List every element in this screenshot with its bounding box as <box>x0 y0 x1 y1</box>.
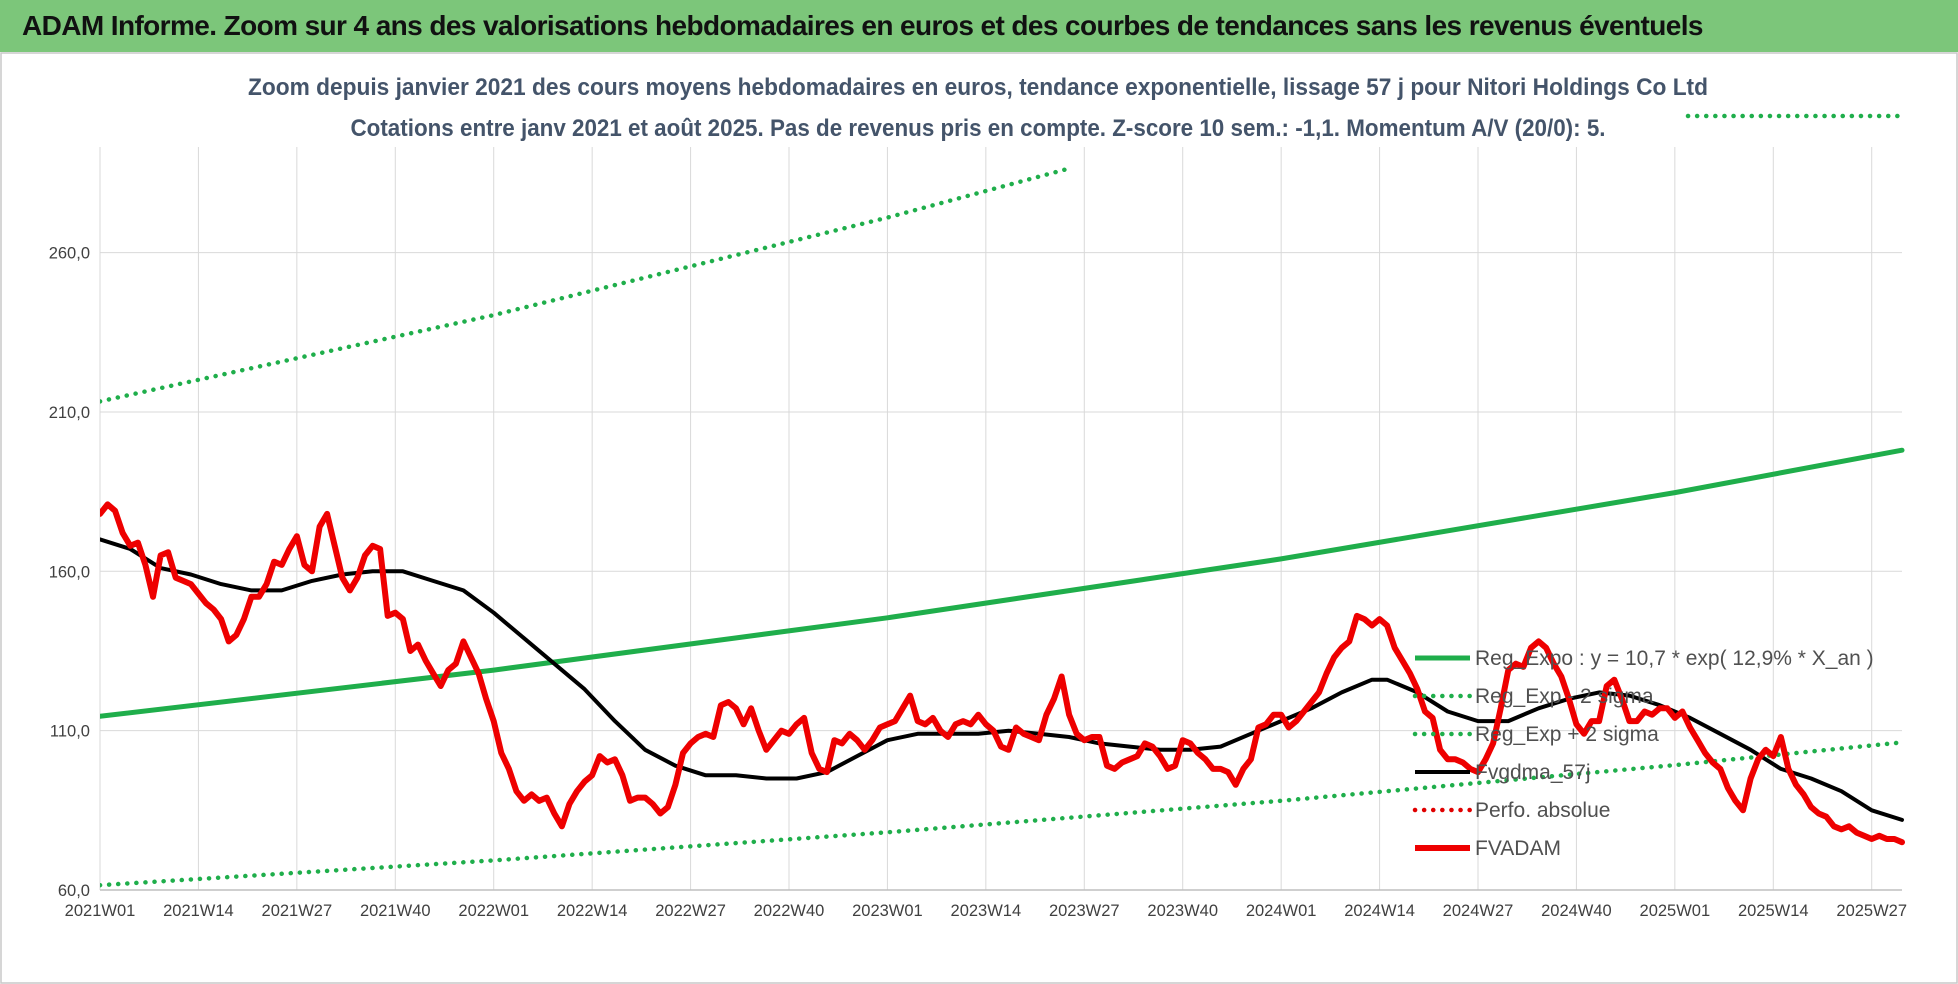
x-tick-label: 2022W27 <box>655 902 726 920</box>
axes: 60,0 110,0 160,0 210,0 260,0 2021W01 2021W14 20… <box>49 245 1907 920</box>
x-tick-label: 2021W14 <box>163 902 234 920</box>
y-tick-label: 160,0 <box>49 563 90 581</box>
x-tick-label: 2024W27 <box>1443 902 1514 920</box>
y-tick-label: 210,0 <box>49 404 90 422</box>
x-tick-label: 2023W01 <box>852 902 923 920</box>
x-tick-label: 2021W40 <box>360 902 431 920</box>
legend-label: Perfo. absolue <box>1475 799 1610 822</box>
series-line-reg-exp-2-sigma <box>100 166 1072 404</box>
x-tick-label: 2023W27 <box>1049 902 1120 920</box>
series-line-fvadam <box>100 501 1905 846</box>
y-tick-label: 60,0 <box>58 882 90 900</box>
x-tick-label: 2025W27 <box>1836 902 1907 920</box>
x-tick-label: 2023W14 <box>951 902 1022 920</box>
report-banner: ADAM Informe. Zoom sur 4 ans des valoris… <box>0 0 1958 52</box>
y-tick-label: 110,0 <box>50 723 90 741</box>
legend: Reg_Expo : y = 10,7 * exp( 12,9% * X_an … <box>1412 113 1905 860</box>
x-tick-label: 2021W01 <box>65 902 136 920</box>
legend-label: Fvgdma_57j <box>1475 761 1591 784</box>
x-tick-label: 2022W40 <box>754 902 825 920</box>
legend-label: Reg_Exp + 2 sigma <box>1475 723 1659 746</box>
trend-line-chart: Zoom depuis janvier 2021 des cours moyen… <box>0 52 1958 984</box>
x-tick-label: 2023W40 <box>1147 902 1218 920</box>
legend-label: Reg_Exp - 2 sigma <box>1475 685 1654 708</box>
series-group <box>100 166 1905 888</box>
legend-label: Reg_Expo : y = 10,7 * exp( 12,9% * X_an … <box>1475 647 1874 670</box>
chart-subtitle: Cotations entre janv 2021 et août 2025. … <box>351 115 1606 142</box>
x-tick-label: 2022W01 <box>458 902 529 920</box>
chart-frame <box>0 52 1958 984</box>
x-tick-label: 2021W27 <box>262 902 333 920</box>
x-tick-label: 2025W14 <box>1738 902 1809 920</box>
series-line-fvgdma-57j <box>100 537 1904 822</box>
y-tick-label: 260,0 <box>49 245 90 263</box>
series-line-reg-expo-y-10-7-exp-12-9-x-an <box>100 447 1905 719</box>
x-tick-label: 2025W01 <box>1640 902 1711 920</box>
x-tick-label: 2022W14 <box>557 902 628 920</box>
report-banner-title: ADAM Informe. Zoom sur 4 ans des valoris… <box>22 10 1703 41</box>
x-tick-label: 2024W40 <box>1541 902 1612 920</box>
chart-title: Zoom depuis janvier 2021 des cours moyen… <box>248 74 1708 101</box>
x-tick-label: 2024W01 <box>1246 902 1317 920</box>
legend-label: FVADAM <box>1475 837 1561 860</box>
x-tick-label: 2024W14 <box>1344 902 1415 920</box>
